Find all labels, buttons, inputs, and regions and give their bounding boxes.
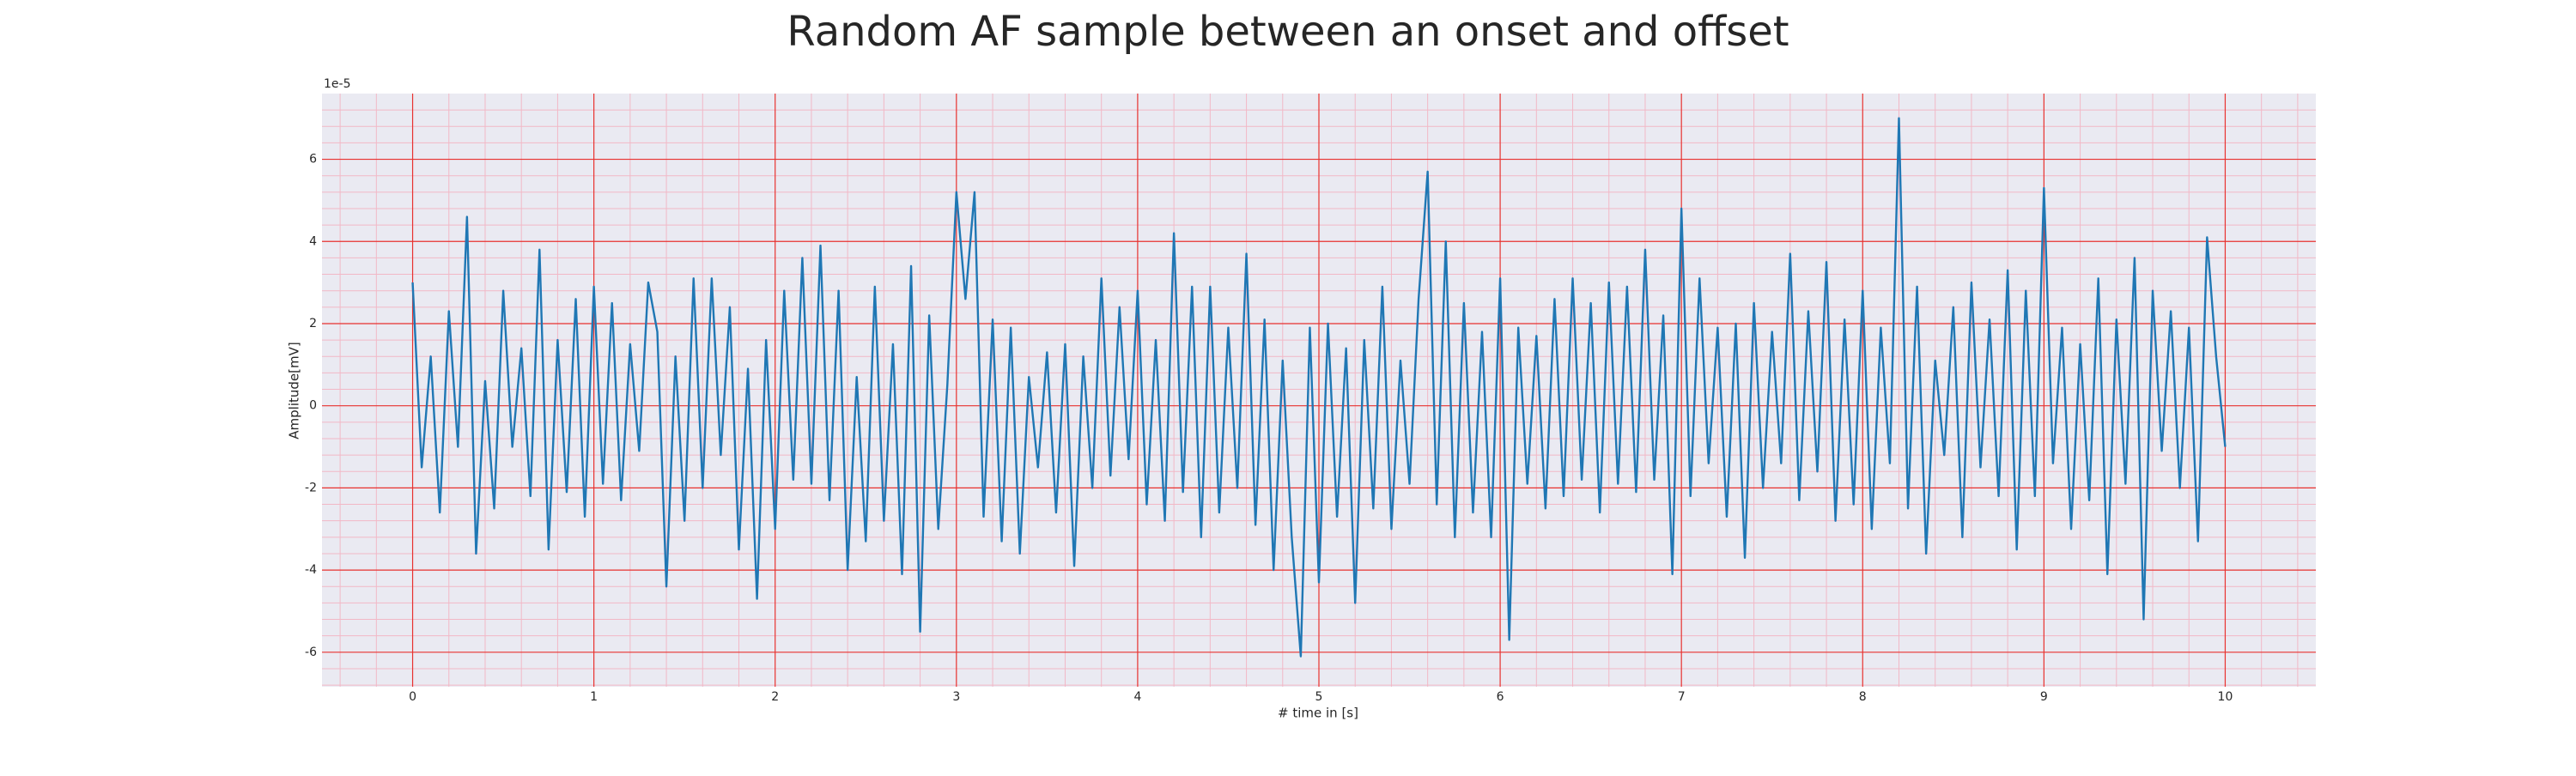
x-tick-label: 8 [1859,690,1867,704]
y-tick-label: 2 [309,317,317,330]
x-tick-label: 0 [409,690,416,704]
y-tick-label: -4 [305,563,317,577]
y-tick-label: 4 [309,234,317,248]
x-tick-label: 7 [1678,690,1686,704]
x-tick-label: 6 [1497,690,1504,704]
x-tick-label: 3 [952,690,960,704]
y-axis-label: Amplitude[mV] [287,342,302,439]
x-tick-label: 5 [1315,690,1323,704]
y-tick-label: 6 [309,153,317,167]
y-offset-label: 1e-5 [324,77,350,91]
data-line [411,117,2227,658]
y-tick-label: -2 [305,481,317,494]
x-tick-label: 9 [2040,690,2048,704]
y-tick-label: -6 [305,646,317,659]
chart-title: Random AF sample between an onset and of… [787,8,1789,56]
x-tick-label: 10 [2218,690,2233,704]
x-tick-label: 4 [1133,690,1141,704]
x-tick-label: 1 [590,690,598,704]
x-axis-label: # time in [s] [1278,706,1358,721]
y-tick-label: 0 [309,399,317,413]
x-tick-label: 2 [771,690,779,704]
